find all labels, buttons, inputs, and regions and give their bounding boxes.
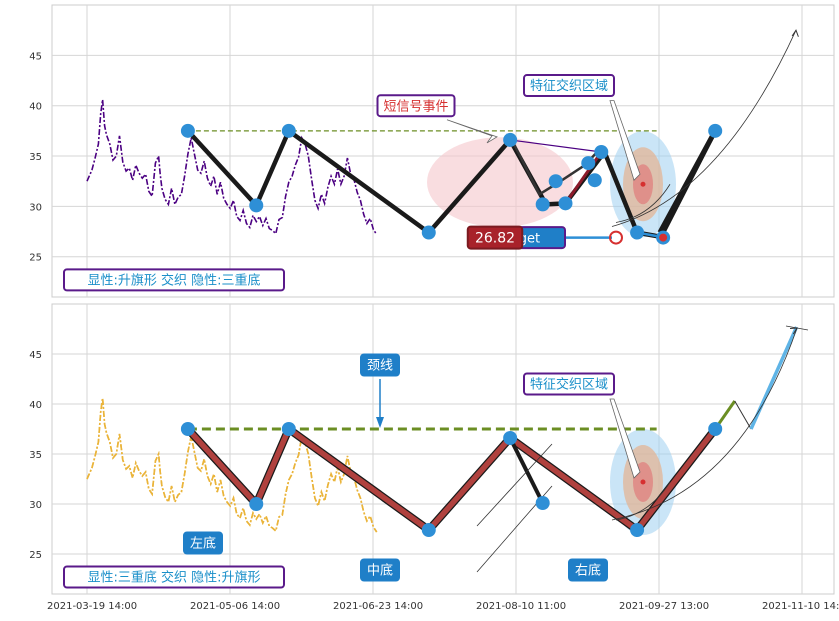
neckline-label: 颈线 [367,359,393,374]
pivot-marker-0 [180,123,195,138]
signal-segment [564,151,603,205]
pivot-marker-7 [708,422,723,436]
y-tick-label-40: 40 [29,400,42,411]
pivot-marker-1 [249,497,264,511]
pivot-marker-11 [630,225,645,240]
y-tick-label-35: 35 [29,450,42,461]
left-bottom-label-box [183,531,223,555]
pivot-marker-5 [535,496,550,510]
x-tick-label-5: 2021-11-10 14:00 [762,601,839,612]
pivot-marker-8 [581,156,596,171]
right-bottom-label-box [568,558,608,582]
target-ring [609,230,623,245]
pivot-marker-4 [503,132,518,147]
pivot-marker-3 [421,523,436,537]
x-tick-label-3: 2021-08-10 11:00 [476,601,566,612]
y-tick-label-40: 40 [29,102,42,113]
y-tick-label-45: 45 [29,51,42,62]
pivot-marker-9 [587,173,602,188]
pivot-marker-6 [548,174,563,189]
feature-zone-arrow [609,100,641,181]
pivot-marker-3 [421,225,436,240]
neckline-arrowhead [376,417,384,428]
x-tick-label-0: 2021-03-19 14:00 [47,601,137,612]
target-point [659,233,668,242]
middle-bottom-label-box [360,558,400,582]
pattern-label-box [63,268,285,292]
signal-edge [510,139,602,153]
feature-zone-label-box [523,74,615,98]
pivot-marker-6 [630,523,645,537]
pivot-marker-4 [503,431,518,445]
x-tick-label-1: 2021-05-06 14:00 [190,601,280,612]
price-line [86,397,378,533]
neckline-label-box [360,353,400,377]
y-tick-label-30: 30 [29,500,42,511]
pattern-label: 显性:三重底 交织 隐性:升旗形 [87,570,260,586]
pivot-marker-0 [180,422,195,436]
x-tick-label-4: 2021-09-27 13:00 [619,601,709,612]
left-bottom-label: 左底 [190,536,216,552]
y-tick-label-35: 35 [29,152,42,163]
right-bottom-label: 右底 [575,563,601,579]
short-signal-arrow [446,119,498,144]
flag-pole [508,437,545,504]
feature-zone-label: 特征交织区域 [530,78,608,94]
projection-arrow [791,29,799,37]
x-tick-label-2: 2021-06-23 14:00 [333,601,423,612]
y-tick-label-25: 25 [29,253,42,264]
pattern-label: 显性:升旗形 交织 隐性:三重底 [87,273,260,289]
pivot-marker-2 [281,123,296,138]
pivot-marker-7 [558,196,573,211]
feature-zone-label: 特征交织区域 [530,377,608,393]
projection-arc [611,30,797,227]
plot-area [51,303,835,595]
value-label: 26.82 [475,231,515,247]
zone-arc [615,184,671,223]
short-signal-label: 短信号事件 [383,99,448,114]
pivot-marker-5 [535,197,550,212]
short-signal-label-box [376,94,456,118]
feature-zone-label-box [523,372,615,396]
zone-center [640,479,646,485]
pivot-marker-13 [708,123,723,138]
forecast-line [657,129,718,234]
projection-arrow [789,327,798,335]
pivot-marker-2 [281,422,296,436]
value-label-box [466,225,524,250]
y-tick-label-25: 25 [29,550,42,561]
pivot-marker-10 [594,145,609,160]
zone-center [640,181,646,187]
channel-upper [476,443,553,527]
pattern-label-box [63,565,285,589]
zone-arc [615,481,671,521]
feature-zone-arrow [609,398,641,479]
pivot-marker-1 [249,198,264,213]
middle-bottom-label: 中底 [367,563,393,579]
plot-area [51,4,835,298]
x-axis: 2021-03-19 14:00 2021-05-06 14:00 2021-06-… [47,601,839,612]
forecast-dip [734,400,752,430]
y-tick-label-30: 30 [29,202,42,213]
y-tick-label-45: 45 [29,350,42,361]
projection-arc [611,327,798,521]
